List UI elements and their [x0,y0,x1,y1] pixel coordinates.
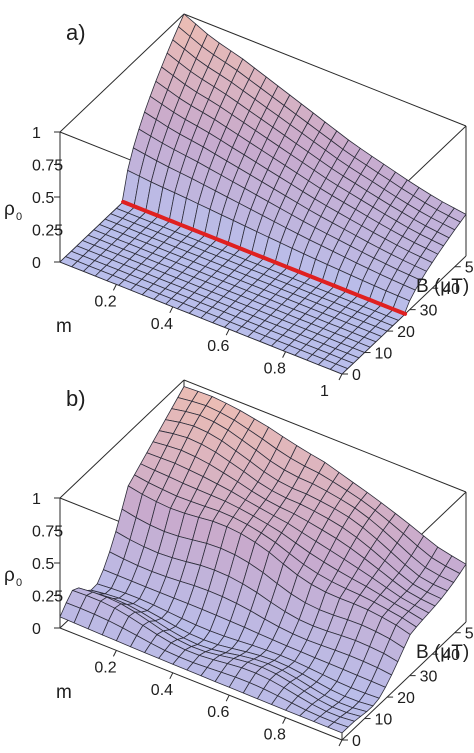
panel-b-y-tick-label: 50 [465,626,474,643]
svg-text:0: 0 [16,211,22,223]
panel-a-x-tick-mark [338,373,343,381]
panel-a-highlight-curve-line [121,199,408,316]
panel-a-box-edge [59,13,185,133]
panel-b-y-tick-label: 10 [375,712,393,729]
panel-a-label: a) [66,20,86,45]
panel-b: b) 0.20.40.60.810102030405000.250.50.751… [4,379,474,753]
panel-a-surface-cell [329,363,349,375]
panel-b-x-tick-mark [169,672,174,680]
panel-a-y-tick-label: 10 [375,346,393,363]
panel-a-x-tick-mark [112,284,117,291]
panel-b-x-tick-mark [225,694,230,702]
panel-a-y-tick-label: 50 [465,260,474,277]
panel-b-label: b) [66,386,86,411]
panel-a-x-tick-label: 0.8 [264,361,286,378]
panel-b-box-edge [341,621,467,741]
panel-a-y-tick-label: 40 [442,281,460,298]
panel-b-z-tick-label: 0.25 [32,589,63,606]
panel-a-x-tick-label: 0.6 [207,338,229,355]
panel-b-x-axis-label: m [56,682,72,703]
svg-text:0: 0 [16,577,22,589]
panel-b-z-tick-label: 1 [32,491,41,508]
svg-text:ρ: ρ [4,565,15,586]
panel-a-surface [59,13,467,375]
panel-b-y-tick-label: 0 [352,733,361,748]
panel-b-y-tick-label: 30 [420,669,438,686]
panel-a-x-axis-label: m [56,316,72,337]
panel-b-box-edge [59,627,343,741]
panel-a-z-tick-label: 1 [32,125,41,142]
panel-b-ticks: 0.20.40.60.810102030405000.250.50.751 [32,491,474,753]
panel-b-x-tick-mark [112,650,117,657]
panel-a-x-tick-mark [169,306,174,314]
panel-a-z-tick-label: 0 [32,255,41,272]
panel-a-y-axis-label: B (μT) [416,276,469,297]
panel-b-x-tick-label: 0.6 [207,704,229,721]
panel-a-ticks: 0.20.40.60.810102030405000.250.50.751 [32,125,474,400]
panel-a-z-tick-label: 0.25 [32,223,63,240]
panel-a-z-axis-label: ρ 0 [4,199,22,223]
panel-b-y-tick-label: 20 [397,690,415,707]
panel-a-z-tick-label: 0.5 [32,190,54,207]
panel-a-x-tick-label: 0.4 [151,316,173,333]
svg-text:ρ: ρ [4,199,15,220]
panel-b-x-tick-label: 0.2 [94,659,116,676]
panel-a-x-tick-mark [225,328,230,336]
panel-a-y-tick-label: 30 [420,303,438,320]
panel-b-z-tick-label: 0 [32,621,41,638]
panel-a-y-tick-label: 0 [352,367,361,384]
panel-b-x-tick-mark [282,717,287,724]
panel-a-z-tick-label: 0.75 [32,158,63,175]
panel-b-box-edge [183,379,467,493]
panel-b-x-tick-mark [338,739,343,747]
panel-a-box-edge [183,13,467,127]
panel-a-x-tick-label: 0.2 [94,293,116,310]
panel-a-x-tick-mark [282,351,287,358]
panel-b-surface [59,386,467,734]
panel-b-z-tick-label: 0.75 [32,524,63,541]
panel-a-x-tick-label: 1 [320,383,329,400]
panel-b-x-tick-label: 0.4 [151,682,173,699]
panel-b-surface-cell [327,721,349,734]
panel-b-y-tick-label: 40 [442,647,460,664]
panel-a-y-tick-label: 20 [397,324,415,341]
panel-b-box-edge [59,379,185,499]
panel-b-z-tick-label: 0.5 [32,556,54,573]
panel-a-highlight-curve [121,199,408,316]
panel-b-x-tick-label: 0.8 [264,727,286,744]
panel-b-z-axis-label: ρ 0 [4,565,22,589]
panel-a: a) 0.20.40.60.810102030405000.250.50.751… [4,13,474,400]
panel-b-y-axis-label: B (μT) [416,642,469,663]
